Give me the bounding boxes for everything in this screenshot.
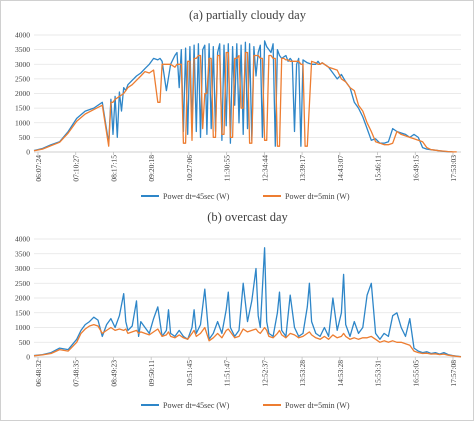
x-tick-label: 15:46:11: [374, 155, 383, 182]
x-tick-label: 14:53:28: [336, 360, 345, 387]
y-tick-label: 0: [26, 148, 30, 157]
x-tick-label: 07:48:35: [72, 360, 81, 387]
y-tick-label: 1000: [15, 118, 30, 127]
x-tick-label: 17:57:08: [449, 360, 458, 387]
y-tick-label: 3500: [15, 45, 30, 54]
y-tick-label: 2500: [15, 74, 30, 83]
x-tick-label: 12:34:44: [260, 155, 269, 182]
x-tick-label: 17:53:03: [449, 155, 458, 182]
x-tick-label: 06:48:32: [34, 360, 43, 387]
y-tick-label: 4000: [15, 31, 30, 40]
x-tick-label: 09:20:18: [147, 155, 156, 182]
y-tick-label: 2000: [15, 294, 30, 303]
y-tick-label: 500: [19, 338, 31, 347]
x-tick-label: 10:27:06: [185, 155, 194, 182]
x-tick-label: 09:50:11: [147, 360, 156, 387]
y-tick-label: 1000: [15, 323, 30, 332]
legend-label: Power dt=5min (W): [285, 401, 350, 410]
x-tick-label: 13:53:28: [298, 360, 307, 387]
x-tick-label: 16:55:05: [411, 360, 420, 387]
x-tick-label: 11:51:47: [223, 360, 232, 387]
x-tick-label: 11:30:55: [223, 155, 232, 182]
y-tick-label: 1500: [15, 104, 30, 113]
y-tick-label: 2000: [15, 89, 30, 98]
x-tick-label: 16:49:15: [411, 155, 420, 182]
series-line-5min: [33, 51, 457, 153]
series-line-45sec: [33, 247, 462, 358]
y-tick-label: 3000: [15, 60, 30, 69]
y-tick-label: 2500: [15, 279, 30, 288]
series-line-5min: [33, 323, 462, 358]
legend-label: Power dt=45sec (W): [163, 401, 230, 410]
legend-label: Power dt=45sec (W): [163, 192, 230, 201]
y-tick-label: 0: [26, 353, 30, 362]
chart-title: (a) partially cloudy day: [189, 8, 307, 22]
y-tick-label: 500: [19, 133, 31, 142]
x-tick-label: 13:39:17: [298, 155, 307, 182]
chart-title: (b) overcast day: [207, 210, 288, 224]
y-tick-label: 1500: [15, 308, 30, 317]
x-tick-label: 15:53:31: [374, 360, 383, 387]
x-tick-label: 08:17:15: [109, 155, 118, 182]
x-tick-label: 08:49:23: [109, 360, 118, 387]
y-tick-label: 4000: [15, 235, 30, 244]
y-tick-label: 3000: [15, 264, 30, 273]
x-tick-label: 06:07:24: [34, 155, 43, 182]
x-tick-label: 10:51:45: [185, 360, 194, 387]
x-tick-label: 14:43:07: [336, 155, 345, 182]
x-tick-label: 07:10:27: [72, 155, 81, 182]
y-tick-label: 3500: [15, 249, 30, 258]
x-tick-label: 12:52:37: [260, 360, 269, 387]
legend-label: Power dt=5min (W): [285, 192, 350, 201]
